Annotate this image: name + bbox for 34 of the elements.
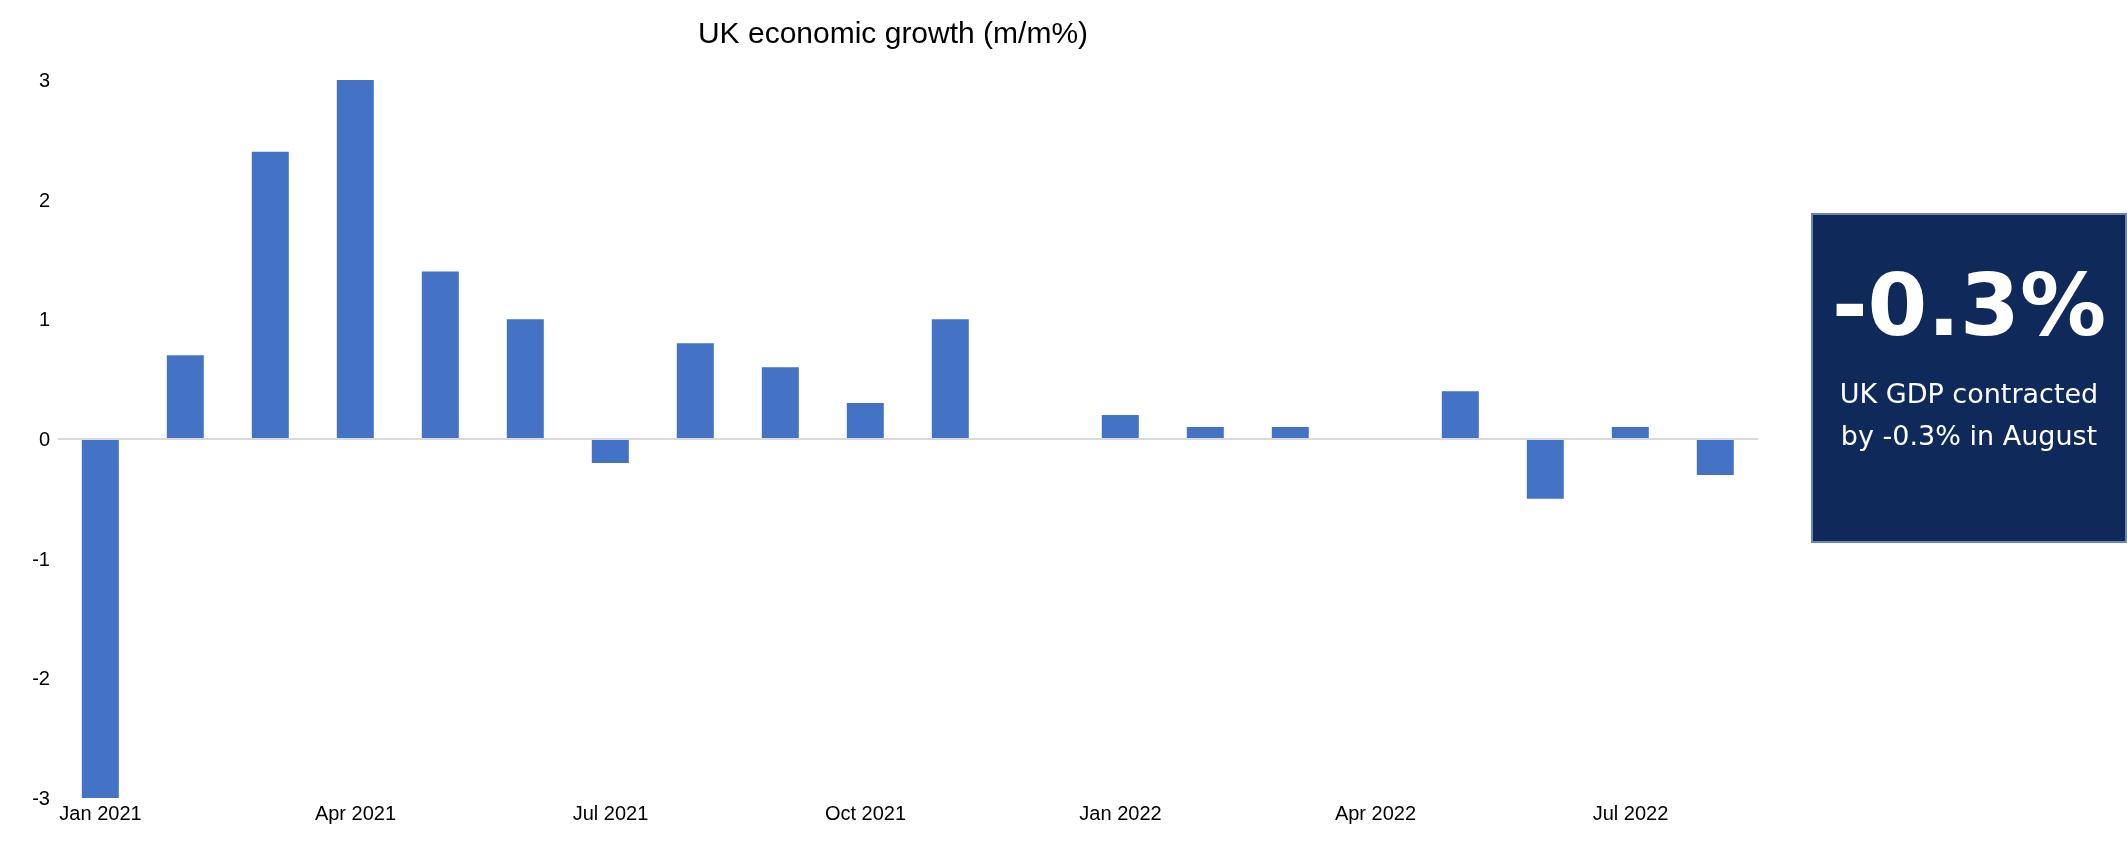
bar — [1186, 427, 1224, 439]
x-tick-label: Jul 2022 — [1592, 802, 1669, 825]
x-tick-label: Apr 2021 — [314, 802, 397, 825]
bar — [1611, 427, 1649, 439]
bar — [1526, 439, 1564, 499]
y-tick-label: -3 — [32, 787, 50, 810]
chart-title: UK economic growth (m/m%) — [696, 16, 1090, 50]
x-tick-label: Apr 2022 — [1334, 802, 1417, 825]
bar — [591, 439, 629, 463]
y-tick-label: 0 — [38, 428, 50, 451]
bar — [166, 355, 204, 439]
y-tick-label: -2 — [32, 667, 50, 690]
bar — [81, 439, 119, 798]
y-tick-label: 3 — [38, 69, 50, 92]
bar — [421, 271, 459, 439]
bar — [676, 343, 714, 439]
callout-box: -0.3% UK GDP contracted by -0.3% in August — [1811, 213, 2127, 543]
bar — [1101, 415, 1139, 439]
x-tick-label: Jan 2021 — [59, 802, 142, 825]
x-tick-label: Jul 2021 — [572, 802, 649, 825]
bar — [846, 403, 884, 439]
y-tick-label: 2 — [38, 188, 50, 211]
y-tick-label: -1 — [32, 547, 50, 570]
bar — [336, 80, 374, 439]
bar — [1696, 439, 1734, 475]
bar — [251, 151, 289, 439]
bar — [1441, 391, 1479, 439]
bar — [506, 319, 544, 439]
bar — [761, 367, 799, 439]
y-tick-label: 1 — [38, 308, 50, 331]
x-tick-label: Jan 2022 — [1079, 802, 1162, 825]
bar — [1271, 427, 1309, 439]
bar — [931, 319, 969, 439]
x-tick-label: Oct 2021 — [824, 802, 907, 825]
